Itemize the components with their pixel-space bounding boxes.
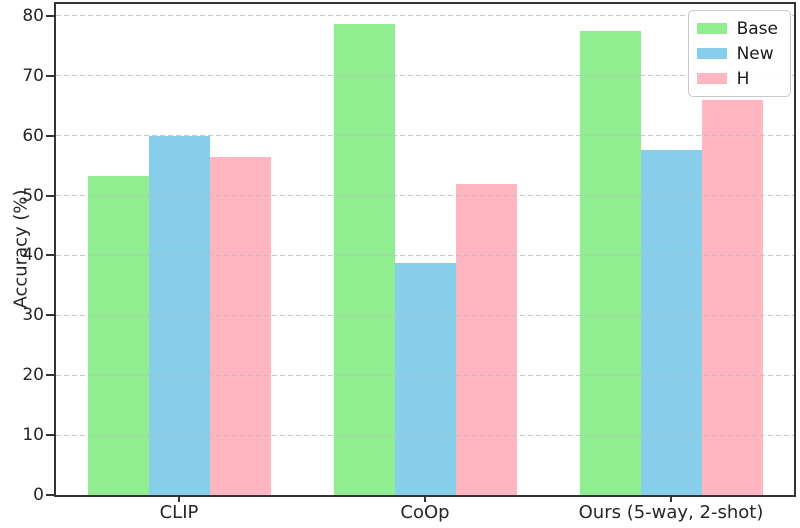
y-tick-label-0: 0 (33, 485, 44, 505)
y-tick-label-20: 20 (22, 365, 44, 386)
bar-new-ours-5-way-2-shot- (640, 150, 702, 495)
x-tick-label-2: CoOp (400, 502, 450, 523)
bar-new-coop (394, 262, 456, 495)
gridline-y50 (56, 195, 794, 197)
legend-swatch-new (696, 48, 727, 59)
gridline-y30 (56, 314, 794, 316)
legend-label-base: Base (736, 18, 778, 39)
legend-label-h: H (736, 68, 750, 89)
y-tick-mark-0 (46, 494, 54, 496)
gridline-y60 (56, 135, 794, 137)
bar-h-coop (455, 183, 517, 495)
bar-base-ours-5-way-2-shot- (579, 30, 641, 495)
gridline-y70 (56, 75, 794, 77)
bar-h-clip (209, 157, 271, 495)
y-tick-mark-20 (46, 374, 54, 377)
y-tick-mark-70 (46, 74, 54, 77)
x-tick-mark-2 (424, 497, 426, 502)
legend-item-new: New (696, 41, 778, 66)
y-tick-mark-50 (46, 194, 54, 197)
legend-item-base: Base (696, 16, 778, 41)
y-tick-label-30: 30 (22, 305, 44, 326)
gridline-y20 (56, 374, 794, 376)
y-tick-mark-30 (46, 314, 54, 317)
y-tick-mark-10 (46, 434, 54, 437)
y-tick-label-50: 50 (22, 185, 44, 206)
legend-swatch-h (696, 73, 727, 84)
y-tick-mark-40 (46, 254, 54, 257)
x-tick-mark-3 (670, 497, 672, 502)
x-tick-label-1: CLIP (159, 502, 199, 523)
x-tick-label-3: Ours (5-way, 2-shot) (578, 502, 764, 523)
gridline-y40 (56, 254, 794, 256)
legend-label-new: New (736, 43, 774, 64)
bar-h-ours-5-way-2-shot- (701, 99, 763, 495)
legend: Base New H (687, 10, 791, 97)
y-tick-label-70: 70 (22, 65, 44, 86)
gridline-y10 (56, 434, 794, 436)
bar-base-clip (87, 175, 149, 495)
legend-item-h: H (696, 66, 778, 91)
y-tick-label-40: 40 (22, 245, 44, 266)
x-tick-mark-1 (178, 497, 180, 502)
y-tick-label-60: 60 (22, 125, 44, 146)
gridline-y80 (56, 15, 794, 17)
bar-base-coop (333, 24, 395, 495)
y-tick-label-10: 10 (22, 425, 44, 446)
plot-area: Base New H (54, 2, 796, 497)
y-tick-mark-60 (46, 134, 54, 137)
y-tick-label-80: 80 (22, 5, 44, 26)
legend-swatch-base (696, 23, 727, 34)
y-tick-mark-80 (46, 14, 54, 17)
